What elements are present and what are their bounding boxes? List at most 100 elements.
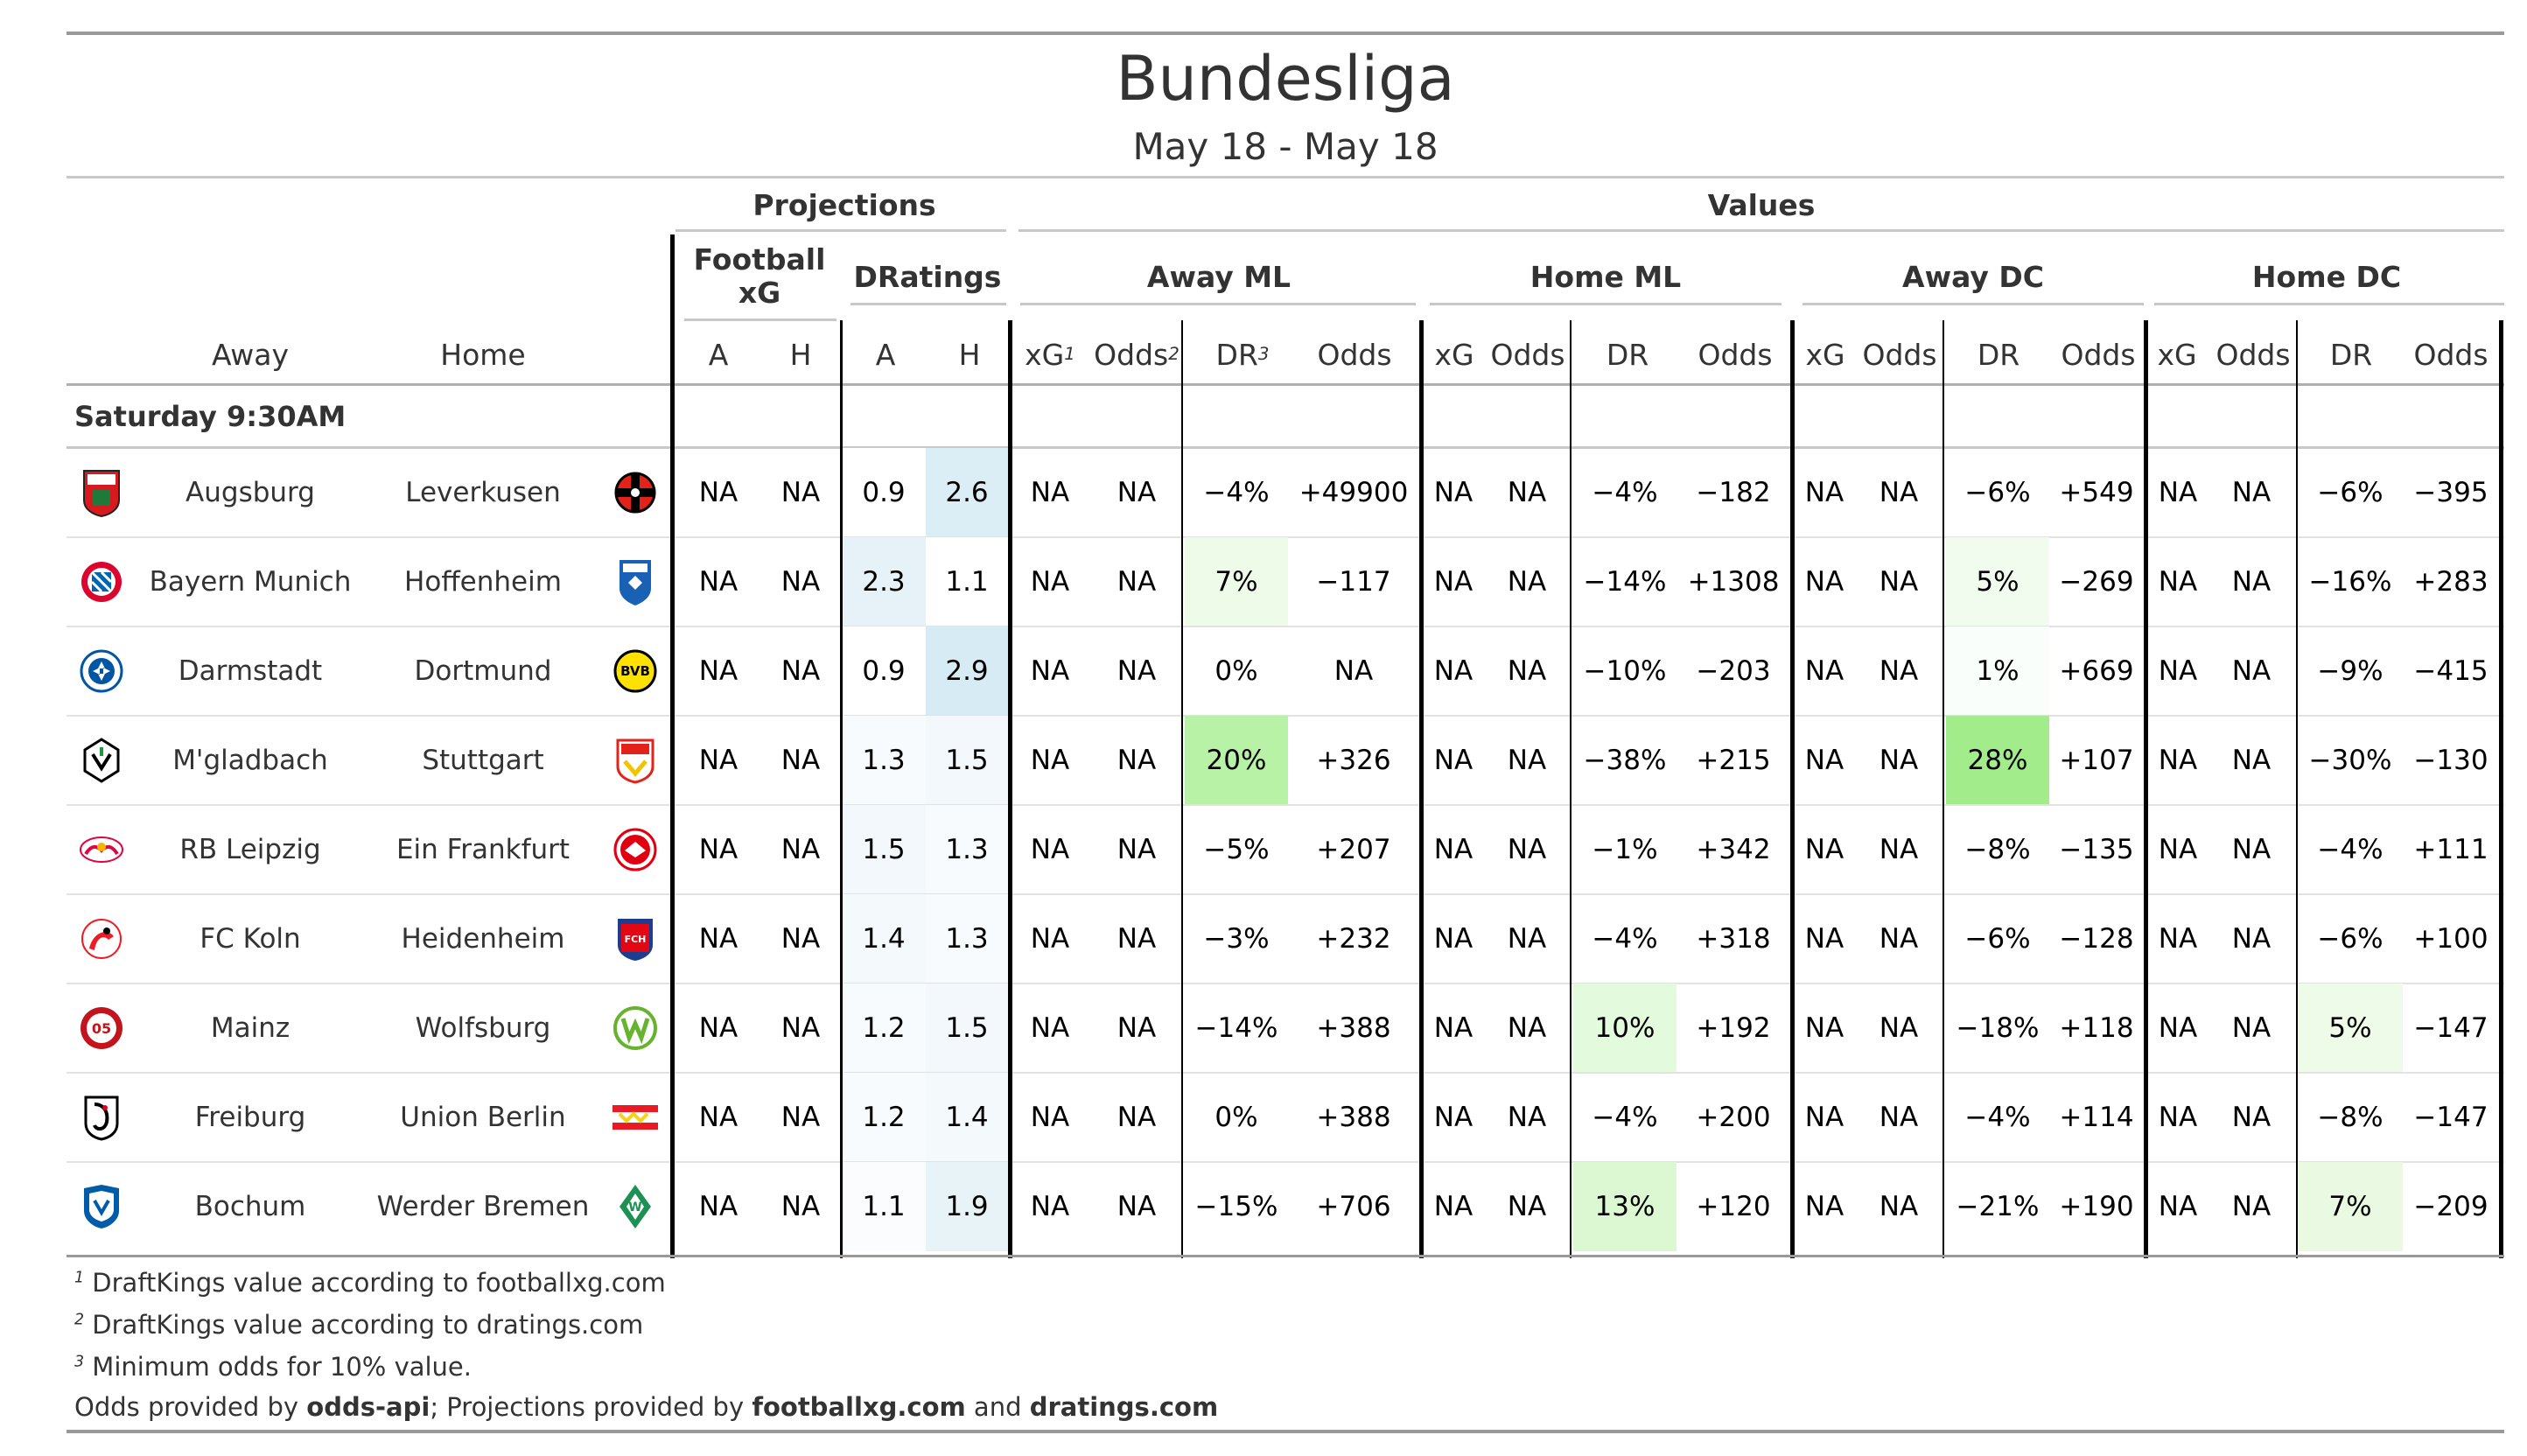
cell-aml-3: +207 [1316,834,1391,865]
cell-hdc-1: NA [2231,566,2272,598]
cell-hdc-3: −147 [2413,1012,2488,1044]
cell-aml-3: +49900 [1298,477,1409,508]
col-adc-odds2: Odds [2061,337,2136,372]
cell-aml-0: NA [1030,923,1070,955]
cell-hdc-0: NA [2158,477,2198,508]
credits: Odds provided by odds-api; Projections p… [74,1388,1218,1426]
cell-adc-1: NA [1879,923,1919,955]
table-row: Freiburg Union Berlin NA NA 1.2 1.4 NA NA 0% +388… [0,1073,2527,1163]
cell-dr_a: 2.3 [842,537,926,626]
cell-aml-2: −15% [1194,1191,1278,1222]
dratings-underline [850,303,1006,305]
credits-footballxg: footballxg.com [752,1392,966,1422]
cell-fxg_h: NA [780,566,821,598]
cell-hdc-1: NA [2231,745,2272,776]
cell-aml-2: 7% [1185,537,1288,626]
table-row: FCH FC Koln Heidenheim NA NA 1.4 1.3 NA NA −3% +23… [0,894,2527,984]
union-logo-icon [609,1073,662,1162]
cell-hml-0: NA [1433,745,1474,776]
away-ml-header: Away ML [1146,259,1292,294]
cell-hml-1: NA [1507,834,1547,865]
cell-fxg_a: NA [698,1012,738,1044]
cell-hml-2: −4% [1592,477,1658,508]
svg-text:W: W [628,1200,641,1214]
cell-adc-2: −4% [1964,1102,2031,1133]
cell-away: Augsburg [186,477,315,508]
col-adc-xg: xG [1805,337,1845,372]
cell-aml-2: −3% [1203,923,1270,955]
cell-adc-3: +114 [2059,1102,2134,1133]
svg-text:BVB: BVB [620,663,650,679]
column-header-rule [66,383,2504,386]
cell-fxg_h: NA [780,745,821,776]
cell-away: Darmstadt [178,655,323,687]
row-separator [66,893,2504,895]
cell-hml-1: NA [1507,1191,1547,1222]
divider-right-edge [2499,320,2503,1258]
cell-hdc-2: −6% [2317,923,2384,955]
cell-fxg_a: NA [698,923,738,955]
cell-hdc-1: NA [2231,1102,2272,1133]
footnote-2-text: DraftKings value according to dratings.c… [92,1310,644,1340]
cell-fxg_a: NA [698,1102,738,1133]
mainz-logo-icon: 05 [75,984,128,1073]
augsburg-logo-icon [75,448,128,537]
cell-aml-0: NA [1030,566,1070,598]
cell-hml-0: NA [1433,477,1474,508]
values-underline [1018,229,2504,232]
dratings-header: DRatings [853,259,1002,294]
cell-fxg_a: NA [698,477,738,508]
credits-dratings: dratings.com [1029,1392,1219,1422]
col-hdc-dr: DR [2329,337,2373,372]
cell-aml-1: NA [1116,566,1157,598]
cell-dr_h: 1.3 [926,805,1008,894]
cell-adc-0: NA [1804,745,1844,776]
footnote-1-text: DraftKings value according to footballxg… [92,1268,666,1298]
cell-dr_a: 1.5 [842,805,926,894]
cell-hdc-2: −6% [2317,477,2384,508]
footnote-2: 2 DraftKings value according to dratings… [74,1306,643,1344]
col-aml-xg: xG 1 [1025,337,1075,372]
cell-fxg_h: NA [780,923,821,955]
credits-odds-api: odds-api [306,1392,430,1422]
cell-aml-0: NA [1030,1191,1070,1222]
cell-adc-0: NA [1804,834,1844,865]
col-dr-a: A [875,337,896,372]
cell-hml-3: +342 [1696,834,1771,865]
col-hml-odds: Odds [1490,337,1565,372]
frankfurt-logo-icon [609,805,662,894]
row-separator [66,626,2504,627]
cell-hdc-2: −4% [2317,834,2384,865]
away-dc-header: Away DC [1902,259,2044,294]
projections-header: Projections [752,187,936,222]
cell-home: Union Berlin [400,1102,566,1133]
cell-fxg_h: NA [780,1012,821,1044]
cell-home: Heidenheim [401,923,565,955]
divider-away-dc [1790,320,1795,1258]
cell-adc-1: NA [1879,745,1919,776]
cell-away: Freiburg [194,1102,306,1133]
cell-aml-1: NA [1116,1102,1157,1133]
cell-hml-3: +192 [1696,1012,1771,1044]
cell-adc-2: 28% [1946,716,2049,805]
cell-adc-0: NA [1804,655,1844,687]
col-aml-xg-label: xG [1025,337,1065,372]
cell-adc-0: NA [1804,1191,1844,1222]
cell-fxg_a: NA [698,566,738,598]
cell-hdc-3: −130 [2413,745,2488,776]
cell-hdc-3: −415 [2413,655,2488,687]
row-separator [66,1161,2504,1163]
cell-hdc-3: −147 [2413,1102,2488,1133]
cell-aml-3: +388 [1316,1102,1391,1133]
cell-fxg_h: NA [780,1102,821,1133]
cell-hml-3: −203 [1696,655,1771,687]
top-rule [66,32,2504,35]
cell-hml-2: −38% [1583,745,1667,776]
cell-adc-0: NA [1804,1102,1844,1133]
cell-hdc-1: NA [2231,477,2272,508]
footnote-2-mark: 2 [74,1311,85,1329]
credits-text-1: Odds provided by [74,1392,307,1422]
cell-dr_a: 1.2 [842,984,926,1073]
cell-adc-3: +669 [2059,655,2134,687]
cell-fxg_h: NA [780,477,821,508]
